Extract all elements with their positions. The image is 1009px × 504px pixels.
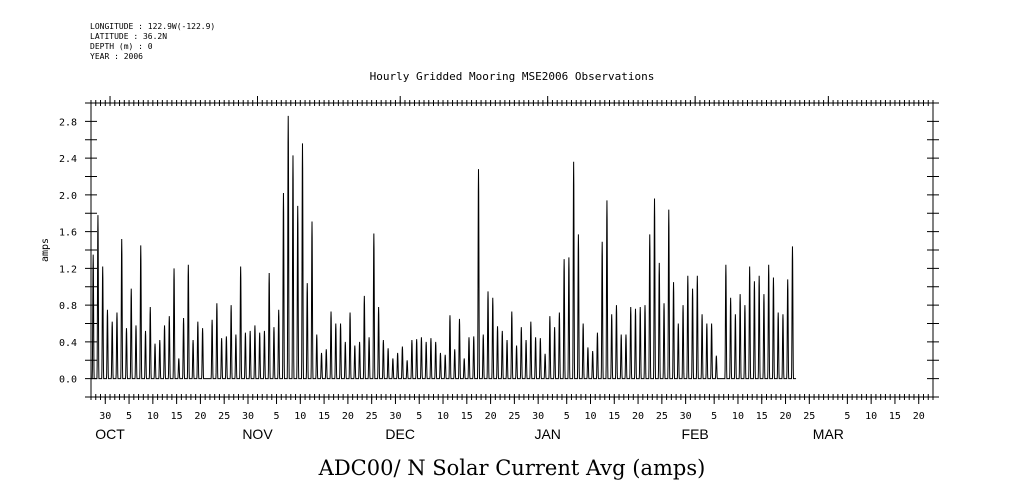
x-tick-label: 15 <box>318 411 330 422</box>
x-tick-label: 5 <box>844 411 850 422</box>
x-tick-label: 25 <box>366 411 378 422</box>
y-tick-label: 0.0 <box>59 375 77 386</box>
x-tick-label: 20 <box>632 411 644 422</box>
year-label: YEAR : 2006 <box>90 52 143 61</box>
x-tick-label: 25 <box>803 411 815 422</box>
month-label: NOV <box>242 426 273 442</box>
x-tick-label: 5 <box>274 411 280 422</box>
y-tick-label: 2.4 <box>59 154 77 165</box>
y-axis-label: amps <box>40 238 51 262</box>
month-label: JAN <box>534 426 560 442</box>
x-tick-label: 25 <box>508 411 520 422</box>
month-label: MAR <box>813 426 844 442</box>
x-tick-label: 5 <box>126 411 132 422</box>
x-tick-label: 15 <box>889 411 901 422</box>
x-tick-label: 20 <box>913 411 925 422</box>
x-tick-label: 15 <box>608 411 620 422</box>
x-tick-label: 20 <box>194 411 206 422</box>
x-tick-label: 25 <box>656 411 668 422</box>
x-tick-label: 30 <box>532 411 544 422</box>
x-tick-label: 5 <box>416 411 422 422</box>
x-tick-label: 10 <box>147 411 159 422</box>
x-tick-label: 20 <box>342 411 354 422</box>
x-tick-label: 10 <box>865 411 877 422</box>
y-tick-label: 0.8 <box>59 301 77 312</box>
x-tick-label: 10 <box>584 411 596 422</box>
x-tick-label: 15 <box>756 411 768 422</box>
month-label: FEB <box>682 426 709 442</box>
longitude-label: LONGITUDE : 122.9W(-122.9) <box>90 22 216 31</box>
month-label: OCT <box>95 426 125 442</box>
y-tick-label: 2.8 <box>59 117 77 128</box>
x-tick-label: 30 <box>680 411 692 422</box>
x-tick-label: 20 <box>485 411 497 422</box>
x-tick-label: 5 <box>564 411 570 422</box>
y-tick-label: 1.6 <box>59 228 77 239</box>
x-tick-label: 20 <box>780 411 792 422</box>
month-label: DEC <box>385 426 415 442</box>
y-tick-label: 0.4 <box>59 338 77 349</box>
x-tick-label: 30 <box>389 411 401 422</box>
x-tick-label: 30 <box>99 411 111 422</box>
x-axis: 30 5 10 15 20 25 30 5 10 15 20 25 30 5 10 15 20 25 30 5 10 15… <box>90 96 934 442</box>
x-tick-label: 10 <box>294 411 306 422</box>
depth-label: DEPTH (m) : 0 <box>90 42 153 51</box>
x-tick-label: 30 <box>242 411 254 422</box>
x-tick-label: 10 <box>732 411 744 422</box>
station-metadata: LONGITUDE : 122.9W(-122.9) LATITUDE : 36… <box>90 22 215 62</box>
x-tick-label: 25 <box>218 411 230 422</box>
series-line <box>91 115 797 380</box>
x-tick-label: 10 <box>437 411 449 422</box>
x-axis-label: ADC00/ N Solar Current Avg (amps) <box>318 456 706 480</box>
x-tick-label: 15 <box>461 411 473 422</box>
x-tick-label: 5 <box>711 411 717 422</box>
y-tick-label: 2.0 <box>59 191 77 202</box>
y-tick-label: 1.2 <box>59 264 77 275</box>
x-tick-label: 15 <box>171 411 183 422</box>
latitude-label: LATITUDE : 36.2N <box>90 32 168 41</box>
chart-title: Hourly Gridded Mooring MSE2006 Observati… <box>370 70 655 83</box>
y-axis: 0.0 0.4 0.8 1.2 1.6 2.0 2.4 2.8 <box>59 102 939 398</box>
